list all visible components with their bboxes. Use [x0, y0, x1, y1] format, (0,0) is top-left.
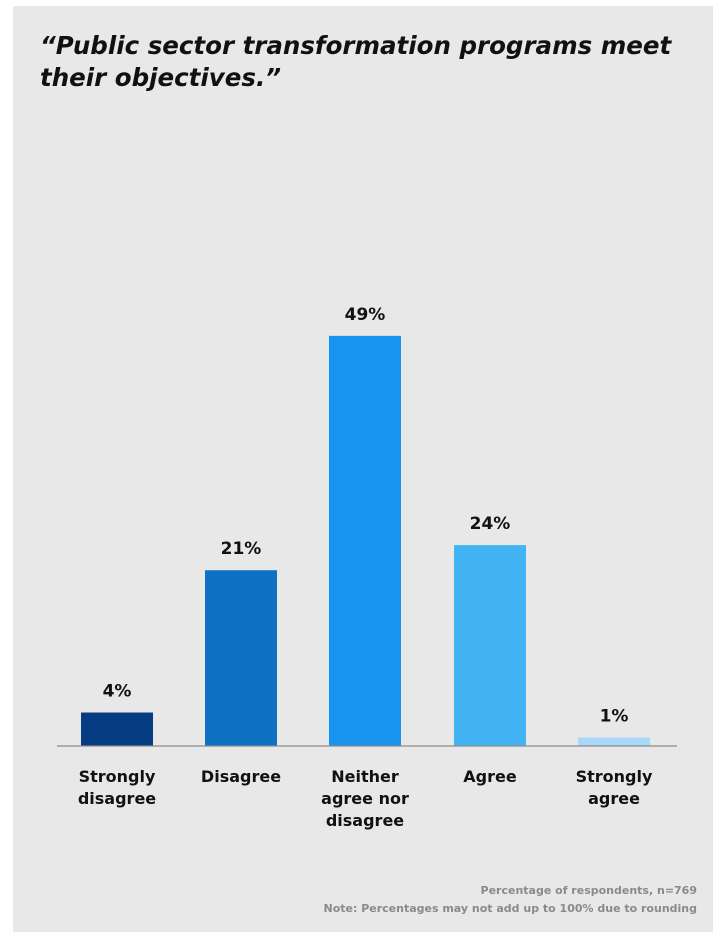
data-label-4: 24%: [470, 514, 511, 534]
chart-title: “Public sector transformation programs m…: [40, 31, 672, 92]
category-label-4: Agree: [463, 767, 517, 786]
bar-2: [205, 570, 277, 746]
data-label-3: 49%: [345, 305, 386, 325]
category-label-1: Strongly disagree: [78, 767, 156, 808]
category-label-5: Strongly agree: [576, 767, 653, 808]
bar-5: [578, 737, 650, 746]
bar-1: [81, 712, 153, 746]
category-label-3: Neither agree nor disagree: [321, 767, 409, 830]
data-label-1: 4%: [103, 682, 132, 702]
data-label-2: 21%: [221, 539, 262, 559]
data-label-5: 1%: [600, 707, 629, 727]
bar-3: [329, 335, 401, 746]
respondents-note: Percentage of respondents, n=769: [480, 884, 697, 897]
bar-4: [454, 545, 526, 746]
rounding-note: Note: Percentages may not add up to 100%…: [323, 902, 697, 915]
category-label-2: Disagree: [201, 767, 281, 786]
